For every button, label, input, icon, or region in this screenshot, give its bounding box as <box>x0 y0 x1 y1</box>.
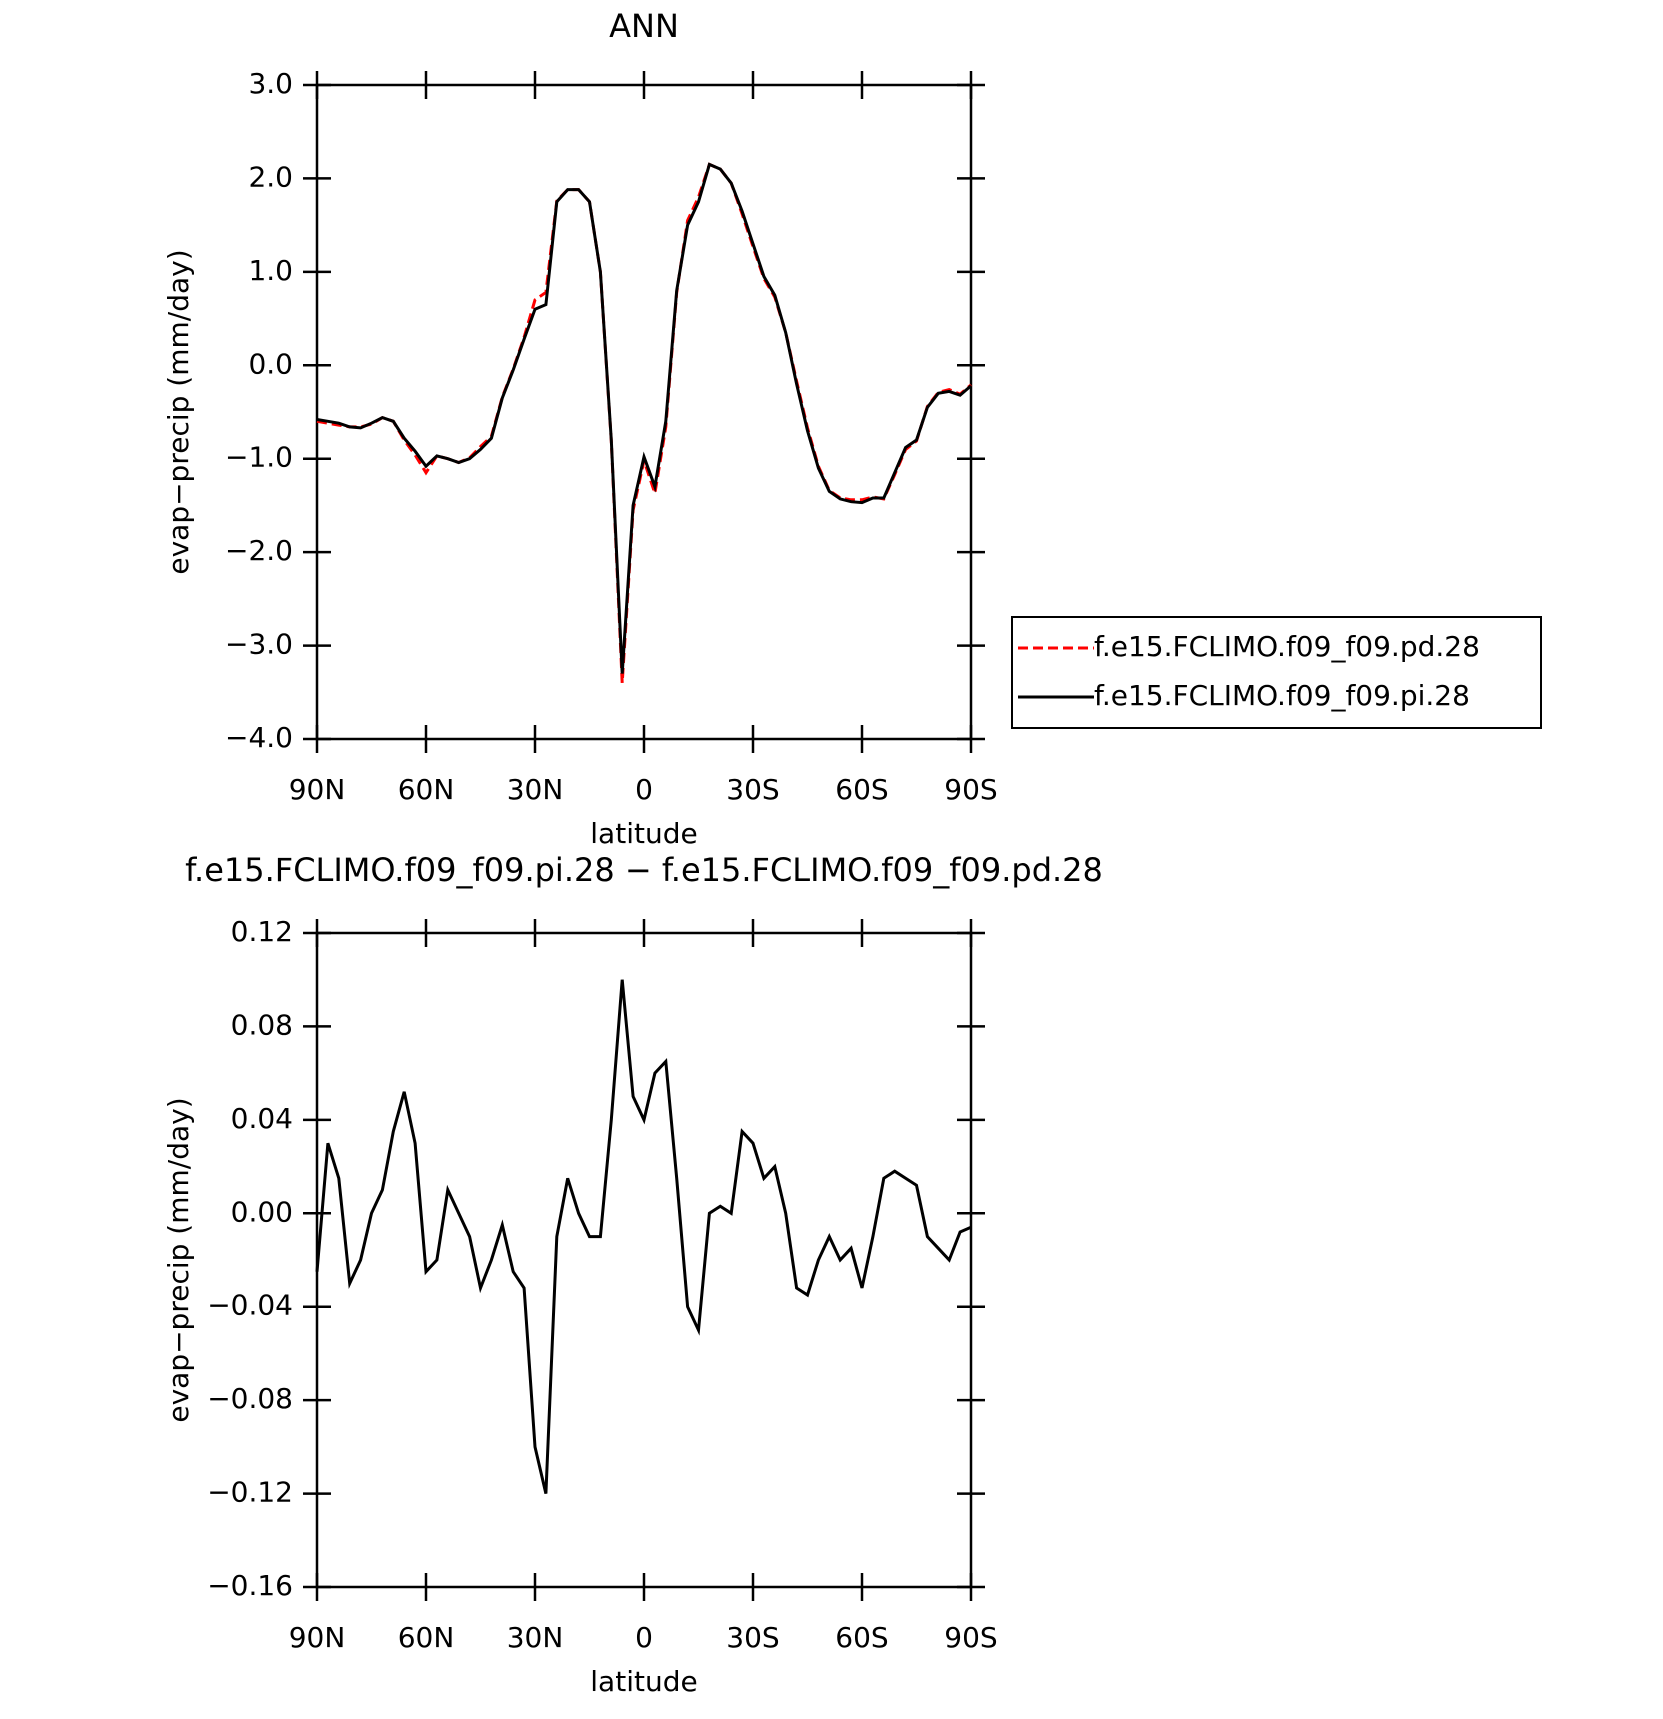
y-tick-label: 1.0 <box>248 254 293 287</box>
y-tick-label: −1.0 <box>225 441 293 474</box>
x-axis-label: latitude <box>590 817 697 850</box>
y-tick-label: −0.08 <box>207 1382 293 1415</box>
plot-frame <box>315 931 973 1589</box>
x-tick-label: 90S <box>944 1621 997 1654</box>
y-tick-label: 0.00 <box>231 1195 293 1228</box>
x-tick-label: 90S <box>944 773 997 806</box>
x-tick-label: 60N <box>398 773 455 806</box>
y-tick-label: 0.0 <box>248 347 293 380</box>
x-axis-label: latitude <box>590 1665 697 1698</box>
data-line <box>316 162 972 674</box>
legend-label: f.e15.FCLIMO.f09_f09.pd.28 <box>1094 630 1480 663</box>
x-tick-label: 0 <box>635 773 653 806</box>
y-tick-label: −0.04 <box>207 1289 293 1322</box>
y-axis-label: evap−precip (mm/day) <box>162 249 195 574</box>
x-tick-label: 90N <box>289 773 346 806</box>
y-tick-label: 0.04 <box>231 1102 293 1135</box>
x-tick-label: 30N <box>507 1621 564 1654</box>
chart-title: ANN <box>609 7 679 45</box>
y-tick-label: 0.12 <box>231 915 293 948</box>
y-axis-label: evap−precip (mm/day) <box>162 1097 195 1422</box>
plot-frame <box>315 83 973 741</box>
x-tick-label: 90N <box>289 1621 346 1654</box>
chart-title: f.e15.FCLIMO.f09_f09.pi.28 − f.e15.FCLIM… <box>185 851 1103 889</box>
x-tick-label: 0 <box>635 1621 653 1654</box>
legend-box <box>1011 616 1542 729</box>
y-tick-label: 0.08 <box>231 1008 293 1041</box>
x-tick-label: 30S <box>726 773 779 806</box>
x-tick-label: 60S <box>835 773 888 806</box>
data-line <box>315 979 972 1494</box>
y-tick-label: 3.0 <box>248 67 293 100</box>
y-tick-label: −3.0 <box>225 628 293 661</box>
data-line <box>316 162 972 683</box>
y-tick-label: −0.16 <box>207 1569 293 1602</box>
x-tick-label: 60S <box>835 1621 888 1654</box>
legend-label: f.e15.FCLIMO.f09_f09.pi.28 <box>1094 679 1470 712</box>
x-tick-label: 30S <box>726 1621 779 1654</box>
x-tick-label: 60N <box>398 1621 455 1654</box>
y-tick-label: −0.12 <box>207 1476 293 1509</box>
y-tick-label: −2.0 <box>225 534 293 567</box>
y-tick-label: 2.0 <box>248 160 293 193</box>
y-tick-label: −4.0 <box>225 721 293 754</box>
x-tick-label: 30N <box>507 773 564 806</box>
